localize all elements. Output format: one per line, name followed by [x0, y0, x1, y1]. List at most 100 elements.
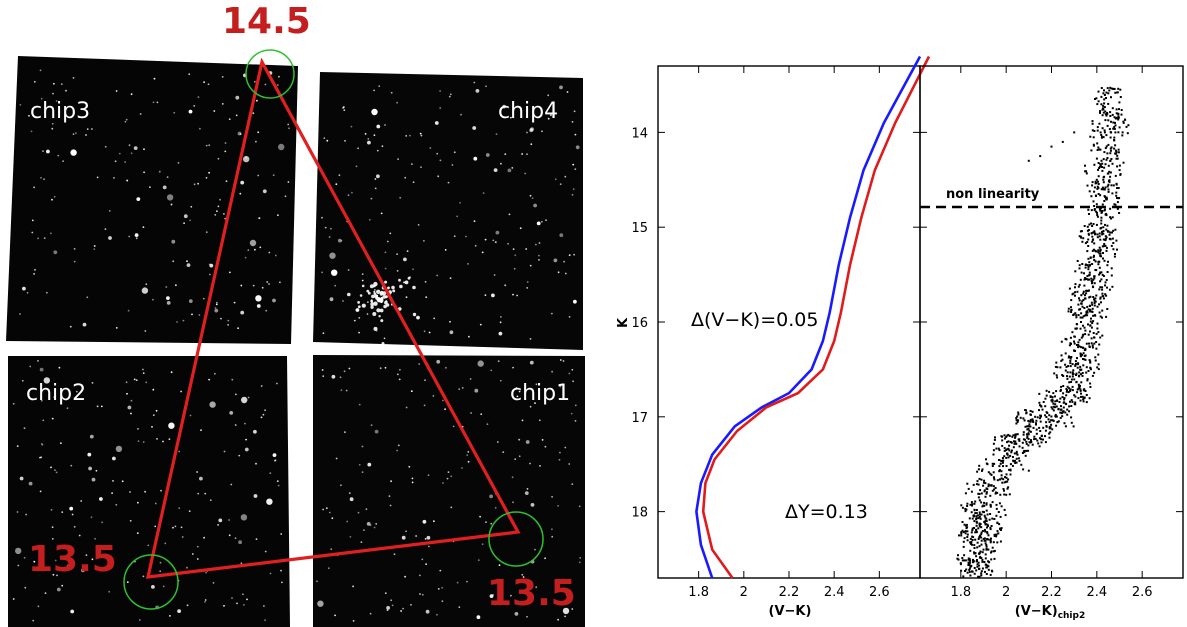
- cmd-star-point: [1113, 136, 1116, 139]
- cmd-star-point: [1000, 505, 1003, 508]
- cmd-star-point: [977, 492, 980, 495]
- star: [166, 176, 169, 179]
- star: [287, 181, 290, 183]
- star: [227, 319, 230, 322]
- star: [572, 163, 575, 166]
- cmd-star-point: [1093, 209, 1096, 212]
- cmd-star-point: [1040, 405, 1043, 408]
- cmd-star-point: [1070, 306, 1072, 309]
- cmd-star-point: [1050, 406, 1053, 409]
- cmd-star-point: [1067, 391, 1070, 394]
- star: [504, 284, 507, 287]
- cmd-star-point: [970, 531, 973, 534]
- star: [562, 607, 570, 615]
- star: [321, 271, 323, 274]
- star: [473, 220, 476, 223]
- star: [269, 572, 272, 575]
- cmd-star-point: [1039, 417, 1041, 420]
- star: [253, 429, 257, 434]
- cmd-star-point: [983, 537, 986, 540]
- star: [212, 582, 215, 584]
- cmd-star-point: [1102, 252, 1104, 254]
- star: [99, 497, 103, 501]
- cmd-star-point: [1105, 249, 1108, 252]
- cmd-star-point: [1055, 390, 1058, 393]
- star: [12, 598, 15, 600]
- cmd-star-point: [1104, 186, 1107, 189]
- cmd-star-point: [1100, 133, 1103, 136]
- cmd-star-point: [1094, 98, 1096, 100]
- cmd-star-point: [993, 478, 996, 481]
- cmd-star-point: [991, 465, 994, 467]
- cmd-star-point: [1105, 236, 1108, 239]
- cmd-star-point: [1031, 419, 1034, 422]
- cmd-star-point: [994, 487, 997, 489]
- cmd-star-point: [1088, 304, 1091, 307]
- star: [450, 506, 453, 509]
- star: [495, 230, 500, 235]
- cmd-star-point: [969, 549, 972, 552]
- star: [512, 501, 514, 504]
- cmd-star-point: [1017, 413, 1020, 416]
- star: [504, 153, 507, 156]
- cmd-star-point: [984, 530, 987, 533]
- cmd-star-point: [1022, 438, 1025, 441]
- cmd-star-point: [1021, 446, 1024, 449]
- star: [521, 419, 524, 422]
- star: [144, 330, 147, 332]
- star: [511, 167, 514, 169]
- cmd-star-point: [1080, 336, 1083, 339]
- cmd-star-point: [1124, 118, 1127, 121]
- cmd-star-point: [1096, 103, 1099, 106]
- star: [571, 368, 574, 371]
- cmd-star-point: [999, 493, 1002, 496]
- star: [193, 183, 196, 186]
- star: [423, 404, 426, 407]
- star: [52, 92, 54, 95]
- cmd-star-point: [1104, 284, 1106, 287]
- star: [256, 304, 261, 308]
- star: [529, 462, 531, 465]
- cmd-star-point: [980, 533, 983, 536]
- cmd-star-point: [1095, 223, 1098, 226]
- cmd-star-point: [982, 537, 985, 540]
- star: [396, 270, 399, 272]
- star: [481, 251, 484, 254]
- cmd-star-point: [1025, 433, 1028, 436]
- star: [19, 476, 24, 481]
- star: [579, 557, 582, 559]
- star: [507, 168, 512, 173]
- star: [142, 372, 145, 375]
- cmd-star-point: [1085, 172, 1088, 175]
- cmd-star-point: [1087, 278, 1089, 281]
- cmd-star-point: [1014, 442, 1017, 445]
- star: [262, 413, 265, 416]
- cmd-star-point: [1039, 404, 1041, 407]
- cmd-star-point: [961, 506, 964, 509]
- cmd-star-point: [1082, 352, 1085, 355]
- star: [29, 365, 32, 368]
- cmd-star-point: [1008, 493, 1011, 496]
- cmd-star-point: [1022, 468, 1025, 471]
- star: [379, 308, 384, 313]
- cmd-star-point: [1002, 459, 1005, 462]
- cmd-star-point: [971, 529, 974, 532]
- star: [43, 377, 50, 384]
- cmd-star-point: [995, 503, 998, 506]
- cmd-star-point: [1110, 184, 1113, 187]
- star: [339, 376, 342, 379]
- cmd-star-point: [986, 523, 989, 526]
- star: [205, 231, 208, 234]
- cmd-star-point: [1079, 389, 1082, 392]
- cmd-star-point: [1090, 149, 1093, 152]
- cmd-star-point: [984, 563, 987, 566]
- star: [85, 554, 88, 556]
- chip1-frame: [313, 355, 585, 627]
- cmd-star-point: [1101, 245, 1104, 248]
- cmd-star-point: [979, 489, 982, 492]
- cmd-star-point: [975, 560, 978, 563]
- cmd-star-point: [1097, 183, 1100, 185]
- cmd-star-point: [998, 523, 1001, 526]
- star: [342, 106, 345, 108]
- marker-circle-left: [123, 554, 179, 610]
